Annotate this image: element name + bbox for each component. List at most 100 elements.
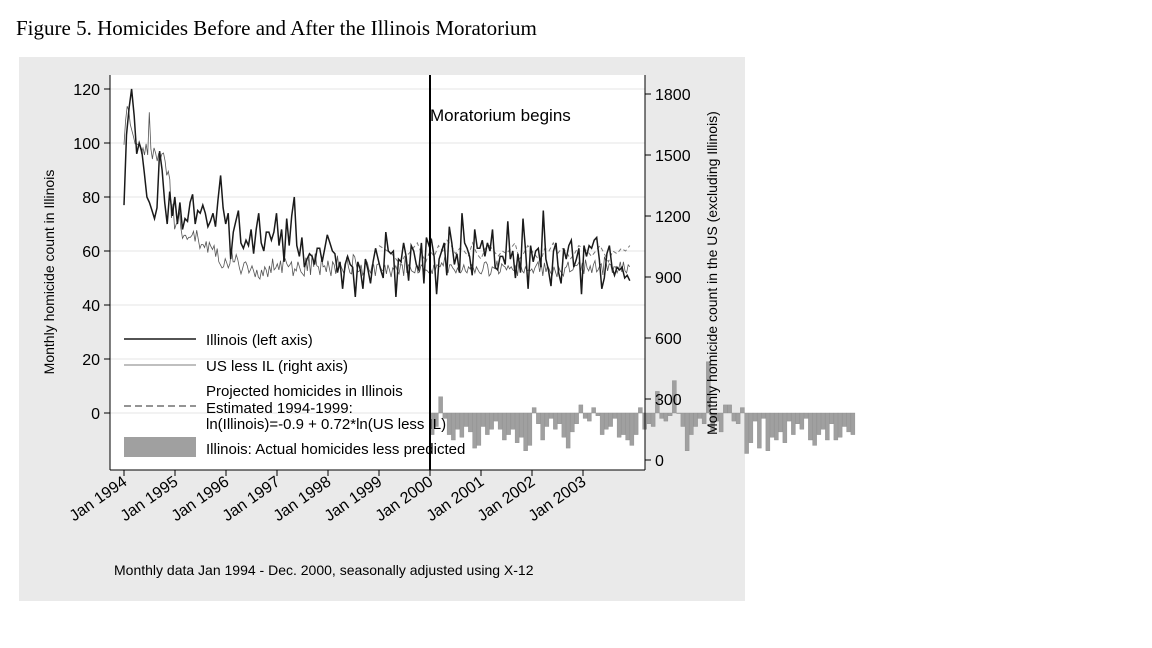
x-tick-label: Jan 2003 bbox=[526, 473, 590, 525]
residual-bar bbox=[655, 391, 660, 414]
residual-bar bbox=[778, 412, 783, 433]
residual-bar bbox=[769, 412, 775, 438]
left-tick-label: 120 bbox=[73, 82, 100, 99]
residual-bar bbox=[710, 412, 715, 433]
residual-bar bbox=[451, 412, 456, 441]
legend-label-projected: Projected homicides in Illinois bbox=[206, 383, 403, 400]
residual-bar bbox=[706, 361, 711, 414]
residual-bar bbox=[633, 412, 639, 435]
residual-bar bbox=[493, 412, 499, 422]
residual-bar bbox=[574, 412, 579, 425]
legend-label-us: US less IL (right axis) bbox=[206, 358, 348, 375]
residual-bar bbox=[735, 412, 741, 425]
residual-bar bbox=[837, 412, 843, 438]
residual-bar bbox=[540, 412, 545, 441]
residual-bar bbox=[727, 404, 732, 414]
residual-bar bbox=[765, 412, 771, 451]
residual-bar bbox=[761, 412, 766, 419]
left-tick-label: 60 bbox=[82, 244, 100, 261]
residual-bar bbox=[489, 412, 494, 430]
residual-bar bbox=[616, 412, 622, 438]
residual-bar bbox=[701, 412, 707, 425]
residual-bar bbox=[510, 412, 516, 430]
residual-bar bbox=[795, 412, 800, 425]
residual-bar bbox=[757, 412, 762, 449]
series-us-less-il bbox=[123, 106, 631, 280]
residual-bar bbox=[693, 412, 698, 427]
residual-bar bbox=[587, 412, 592, 422]
residual-bar bbox=[663, 412, 669, 422]
residual-bar bbox=[438, 396, 443, 414]
chart-note: Monthly data Jan 1994 - Dec. 2000, seaso… bbox=[114, 562, 534, 578]
residual-bar bbox=[578, 404, 584, 414]
residual-bar bbox=[472, 412, 477, 449]
residual-bar bbox=[689, 412, 694, 435]
residual-bar bbox=[803, 412, 809, 419]
residual-bar bbox=[531, 407, 537, 414]
residual-bar bbox=[621, 412, 626, 435]
residual-bar bbox=[553, 412, 558, 430]
residual-bar bbox=[846, 412, 851, 433]
residual-bar bbox=[667, 412, 673, 416]
residual-bar bbox=[519, 412, 524, 438]
residual-bar bbox=[744, 412, 749, 454]
residual-bar bbox=[774, 412, 779, 441]
residual-bar bbox=[570, 412, 575, 433]
residual-bar bbox=[557, 412, 562, 425]
residual-bar bbox=[638, 407, 643, 414]
residual-bar bbox=[740, 407, 745, 414]
residual-bar bbox=[718, 412, 724, 433]
residual-bar bbox=[748, 412, 754, 443]
residual-bar bbox=[476, 412, 482, 446]
residual-bar bbox=[548, 412, 554, 419]
right-tick-label: 1800 bbox=[655, 87, 691, 104]
residual-bar bbox=[591, 407, 596, 414]
plot-area bbox=[110, 75, 645, 470]
left-tick-label: 0 bbox=[91, 406, 100, 423]
residual-bar bbox=[812, 412, 817, 446]
residual-bar bbox=[625, 412, 630, 441]
left-tick-label: 80 bbox=[82, 190, 100, 207]
residual-bar bbox=[459, 412, 465, 438]
residual-bar bbox=[468, 412, 473, 433]
left-tick-label: 40 bbox=[82, 298, 100, 315]
residual-bar bbox=[523, 412, 528, 451]
residual-bar bbox=[680, 412, 686, 427]
residual-bar bbox=[672, 380, 677, 414]
legend-label-projected-line3: ln(Illinois)=-0.9 + 0.72*ln(US less IL) bbox=[206, 416, 446, 433]
residual-bar bbox=[561, 412, 567, 438]
residual-bar bbox=[595, 412, 601, 416]
legend-label-residual: Illinois: Actual homicides less predicte… bbox=[206, 441, 465, 458]
residual-bar bbox=[480, 412, 486, 427]
residual-bar bbox=[544, 412, 550, 427]
residual-bar bbox=[676, 412, 681, 414]
right-tick-label: 1500 bbox=[655, 148, 691, 165]
residual-bar bbox=[782, 412, 788, 443]
residual-bar bbox=[608, 412, 613, 427]
residual-bar bbox=[808, 412, 813, 441]
residual-bar bbox=[850, 412, 856, 435]
residual-bar bbox=[446, 412, 452, 435]
residual-bar bbox=[684, 412, 690, 451]
residual-bar bbox=[514, 412, 520, 443]
right-tick-label: 900 bbox=[655, 270, 682, 287]
residual-bar bbox=[842, 412, 847, 427]
legend-label-illinois: Illinois (left axis) bbox=[206, 332, 313, 349]
residual-bar bbox=[463, 412, 469, 427]
residual-bar bbox=[502, 412, 507, 441]
residual-bar bbox=[697, 412, 703, 419]
residual-bar bbox=[442, 412, 448, 419]
moratorium-annotation: Moratorium begins bbox=[430, 106, 571, 125]
residual-bar bbox=[659, 412, 664, 419]
residual-bar bbox=[752, 412, 758, 422]
y-axis-title-left: Monthly homicide count in Illinois bbox=[41, 170, 57, 375]
residual-bar bbox=[506, 412, 511, 435]
residual-bar bbox=[820, 412, 826, 430]
residual-bar bbox=[582, 412, 588, 419]
residual-bar bbox=[629, 412, 635, 446]
residual-bar bbox=[833, 412, 839, 441]
right-tick-label: 300 bbox=[655, 392, 682, 409]
residual-bar bbox=[646, 412, 652, 425]
residual-bar bbox=[527, 412, 533, 446]
